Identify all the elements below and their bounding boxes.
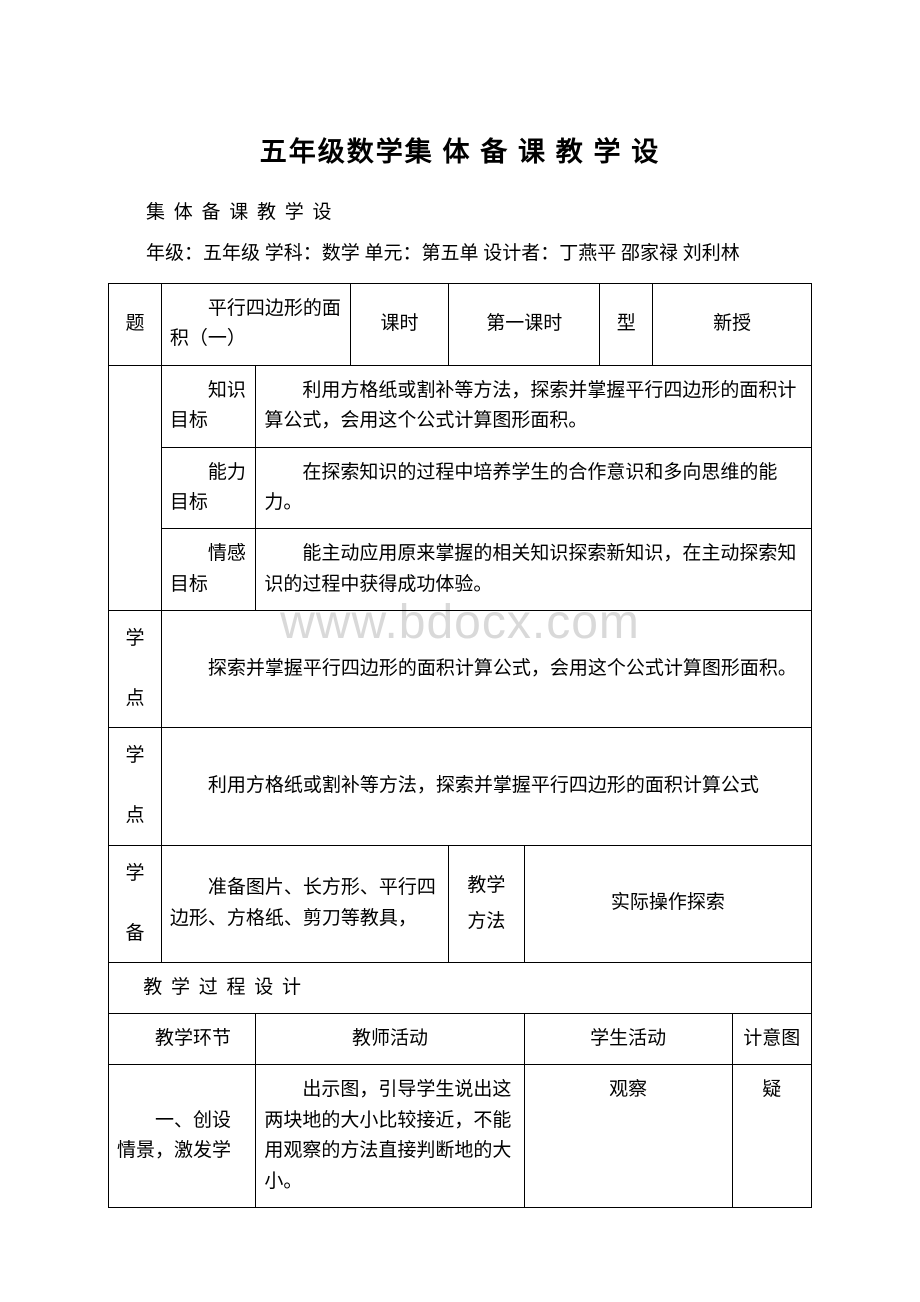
difficulty-label: 学 点 (109, 728, 162, 845)
process-header: 教 学 过 程 设 计 (109, 962, 812, 1013)
method-label-top: 教学 (457, 868, 516, 904)
table-row: 题 平行四边形的面积（一） 课时 第一课时 型 新授 (109, 284, 812, 366)
table-row: 能力目标 在探索知识的过程中培养学生的合作意识和多向思维的能力。 (109, 447, 812, 529)
topic-value: 平行四边形的面积（一） (161, 284, 350, 366)
emotion-goal-label: 情感目标 (161, 529, 255, 611)
subtitle: 集 体 备 课 教 学 设 (108, 197, 812, 224)
table-row: 学 备 准备图片、长方形、平行四边形、方格纸、剪刀等教具， 教学 方法 实际操作… (109, 845, 812, 962)
method-label: 教学 方法 (449, 845, 525, 962)
prep-label-bottom: 备 (117, 916, 153, 952)
difficulty-label-bottom: 点 (117, 798, 153, 834)
prep-label-top: 学 (117, 856, 153, 892)
table-row: 知识目标 利用方格纸或割补等方法，探索并掌握平行四边形的面积计算公式，会用这个公… (109, 365, 812, 447)
prep-label: 学 备 (109, 845, 162, 962)
keypoint-label: 学 点 (109, 611, 162, 728)
process-intent-1: 疑 (732, 1065, 811, 1208)
keypoint-text: 探索并掌握平行四边形的面积计算公式，会用这个公式计算图形面积。 (161, 611, 811, 728)
ability-goal-label: 能力目标 (161, 447, 255, 529)
process-stage-1: 一、创设情景，激发学 (109, 1065, 256, 1208)
ability-goal-text: 在探索知识的过程中培养学生的合作意识和多向思维的能力。 (256, 447, 812, 529)
keypoint-label-top: 学 (117, 621, 153, 657)
process-student-1: 观察 (524, 1065, 732, 1208)
lesson-value: 第一课时 (449, 284, 600, 366)
emotion-goal-text: 能主动应用原来掌握的相关知识探索新知识，在主动探索知识的过程中获得成功体验。 (256, 529, 812, 611)
lesson-label: 课时 (350, 284, 448, 366)
table-row: 学 点 探索并掌握平行四边形的面积计算公式，会用这个公式计算图形面积。 (109, 611, 812, 728)
topic-label: 题 (109, 284, 162, 366)
method-text: 实际操作探索 (524, 845, 811, 962)
knowledge-goal-text: 利用方格纸或割补等方法，探索并掌握平行四边形的面积计算公式，会用这个公式计算图形… (256, 365, 812, 447)
prep-text: 准备图片、长方形、平行四边形、方格纸、剪刀等教具， (161, 845, 448, 962)
table-row: 情感目标 能主动应用原来掌握的相关知识探索新知识，在主动探索知识的过程中获得成功… (109, 529, 812, 611)
goals-label-cell (109, 365, 162, 610)
table-row: 学 点 利用方格纸或割补等方法，探索并掌握平行四边形的面积计算公式 (109, 728, 812, 845)
process-teacher-1: 出示图，引导学生说出这两块地的大小比较接近，不能用观察的方法直接判断地的大小。 (256, 1065, 524, 1208)
meta-line: 年级：五年级 学科：数学 单元：第五单 设计者：丁燕平 邵家禄 刘利林 (108, 238, 812, 265)
lesson-plan-table: 题 平行四边形的面积（一） 课时 第一课时 型 新授 知识目标 利用方格纸或割补… (108, 283, 812, 1208)
type-label: 型 (600, 284, 653, 366)
type-value: 新授 (653, 284, 812, 366)
process-col-teacher: 教师活动 (256, 1014, 524, 1065)
method-label-bottom: 方法 (457, 904, 516, 940)
table-row: 教学环节 教师活动 学生活动 计意图 (109, 1014, 812, 1065)
knowledge-goal-label: 知识目标 (161, 365, 255, 447)
page-title: 五年级数学集 体 备 课 教 学 设 (108, 130, 812, 169)
process-col-stage: 教学环节 (109, 1014, 256, 1065)
table-row: 教 学 过 程 设 计 (109, 962, 812, 1013)
difficulty-label-top: 学 (117, 738, 153, 774)
keypoint-label-bottom: 点 (117, 681, 153, 717)
process-col-intent: 计意图 (732, 1014, 811, 1065)
process-col-student: 学生活动 (524, 1014, 732, 1065)
difficulty-text: 利用方格纸或割补等方法，探索并掌握平行四边形的面积计算公式 (161, 728, 811, 845)
table-row: 一、创设情景，激发学 出示图，引导学生说出这两块地的大小比较接近，不能用观察的方… (109, 1065, 812, 1208)
